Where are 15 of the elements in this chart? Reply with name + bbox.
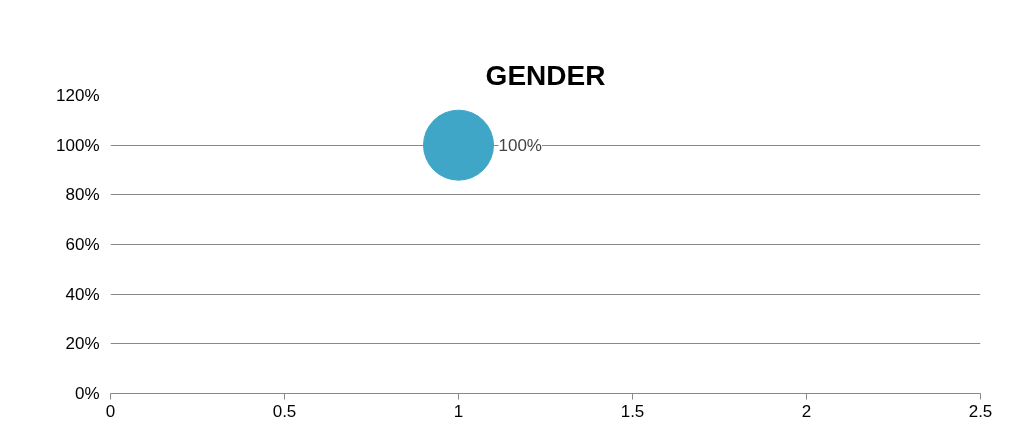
y-tick-label: 40% [65,284,100,304]
x-tick-label: 1 [453,401,464,421]
x-tick-label: 0.5 [272,401,297,421]
x-tick-label: 0 [105,401,116,421]
x-tick-label: 2 [801,401,812,421]
x-tick-label: 2.5 [968,401,993,421]
chart-title: GENDER [485,59,606,91]
x-tick-label: 1.5 [620,401,645,421]
y-tick-label: 100% [56,135,100,155]
y-tick-label: 80% [65,185,100,205]
y-tick-label: 0% [74,384,100,403]
y-tick-label: 60% [65,235,100,254]
y-tick-label: 20% [65,334,100,354]
y-tick-label: 120% [56,86,100,105]
data-label: 100% [498,136,542,156]
